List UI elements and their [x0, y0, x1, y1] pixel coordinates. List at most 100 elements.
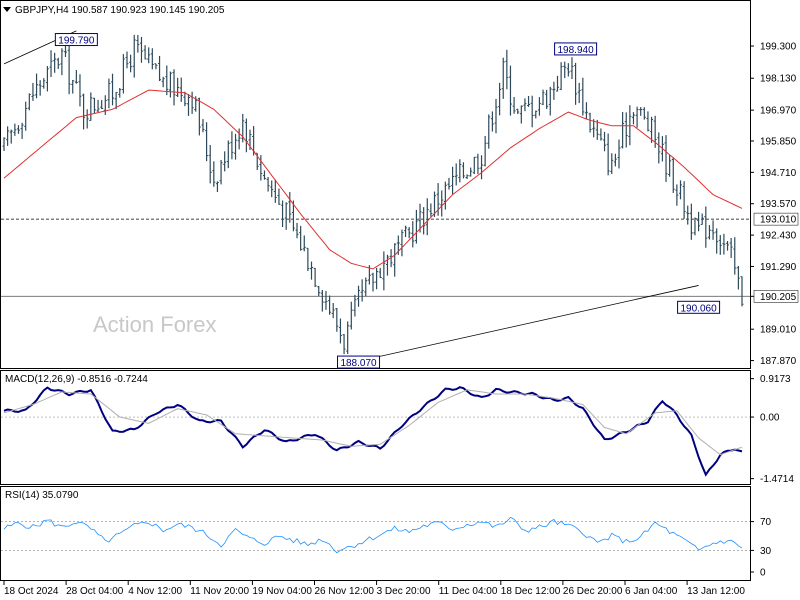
price-bar	[476, 153, 480, 174]
price-bar	[501, 57, 505, 99]
price-bar	[291, 200, 295, 232]
price-bar	[454, 163, 458, 186]
price-bar	[223, 151, 227, 172]
price-annotation-label: 188.070	[340, 358, 377, 369]
rsi-header-label: RSI(14) 35.0790	[5, 490, 79, 501]
price-bar	[16, 125, 20, 134]
price-bar	[338, 318, 342, 344]
price-bar	[610, 153, 614, 175]
price-bar	[483, 136, 487, 167]
rsi-y-tick-label: 30	[760, 546, 772, 557]
price-bar	[422, 207, 426, 235]
price-bar	[733, 237, 737, 275]
price-bar	[545, 89, 549, 110]
price-bar	[234, 133, 238, 160]
price-bar	[675, 184, 679, 206]
price-bar	[566, 63, 570, 77]
price-bar	[277, 188, 281, 205]
watermark: Action Forex	[93, 312, 217, 337]
trendline	[358, 285, 699, 362]
price-bar	[537, 97, 541, 116]
price-annotation-label: 198.940	[558, 45, 595, 56]
price-bar	[121, 54, 125, 94]
price-bar	[404, 225, 408, 238]
price-bar	[606, 133, 610, 176]
price-bar	[230, 131, 234, 160]
macd-y-tick-label: -1.4714	[760, 474, 794, 485]
price-bar	[595, 119, 599, 140]
price-bar	[172, 69, 176, 106]
price-bar	[96, 99, 100, 112]
macd-header-label: MACD(12,26,9) -0.8516 -0.7244	[5, 374, 148, 385]
price-annotation-box	[337, 355, 381, 369]
price-bar	[82, 93, 86, 130]
macd-y-tick-label: 0.9173	[760, 374, 791, 385]
price-bar	[599, 128, 603, 141]
price-bar	[736, 266, 740, 290]
price-bar	[378, 267, 382, 279]
current-price-box	[753, 290, 799, 303]
price-bar	[592, 119, 596, 138]
price-bar	[715, 228, 719, 254]
price-bar	[212, 161, 216, 187]
price-bar	[639, 107, 643, 116]
price-bar	[360, 279, 364, 302]
price-bar	[472, 156, 476, 175]
collapse-triangle-icon[interactable]	[3, 7, 11, 12]
price-bar	[570, 57, 574, 80]
price-bar	[27, 93, 31, 111]
price-bar	[375, 267, 379, 290]
price-bar	[331, 302, 335, 319]
price-bar	[215, 181, 219, 193]
price-bar	[281, 200, 285, 228]
price-bar	[519, 105, 523, 124]
x-tick-label: 11 Dec 04:00	[439, 586, 498, 597]
y-tick-label: 198.130	[760, 74, 797, 85]
price-annotation: 198.940	[554, 42, 598, 56]
price-bar	[650, 116, 654, 143]
price-bar	[512, 96, 516, 114]
price-bar	[20, 122, 24, 139]
price-bar	[320, 289, 324, 312]
price-annotation: 188.070	[337, 355, 381, 369]
price-bar	[150, 48, 154, 70]
price-bar	[103, 95, 107, 115]
price-bar	[516, 108, 520, 115]
price-bar	[559, 62, 563, 91]
price-bar	[624, 112, 628, 148]
x-tick-label: 6 Jan 04:00	[625, 586, 678, 597]
price-bar	[270, 180, 274, 198]
price-bar	[508, 65, 512, 116]
macd-y-tick-label: 0.00	[760, 413, 780, 424]
x-tick-label: 28 Oct 04:00	[66, 586, 124, 597]
price-bar	[89, 92, 93, 122]
rsi-layer	[1, 516, 750, 554]
price-bar	[693, 217, 697, 236]
price-bar	[49, 50, 53, 78]
price-bar	[107, 78, 111, 109]
price-bar	[689, 203, 693, 240]
x-tick-label: 11 Nov 20:00	[190, 586, 249, 597]
rsi-line	[3, 516, 743, 554]
price-bar	[60, 48, 64, 76]
price-bar	[179, 77, 183, 102]
price-bar	[498, 82, 502, 116]
price-bar	[357, 285, 361, 307]
y-tick-label: 192.430	[760, 231, 797, 242]
price-bar	[686, 205, 690, 225]
price-bar	[183, 91, 187, 107]
price-bar	[621, 112, 625, 149]
price-bar	[556, 75, 559, 92]
price-annotation: 199.790	[54, 33, 98, 47]
price-bar	[273, 179, 277, 203]
price-bar	[205, 122, 209, 162]
price-bar	[13, 123, 17, 136]
price-bar	[385, 254, 389, 276]
main-header-label: GBPJPY,H4 190.587 190.923 190.145 190.20…	[15, 5, 225, 16]
x-tick-label: 26 Nov 12:00	[315, 586, 375, 597]
price-bar	[310, 261, 313, 280]
price-bar	[158, 55, 162, 82]
rsi-y-tick-label: 0	[760, 568, 766, 579]
price-bar	[118, 88, 122, 98]
x-tick-label: 4 Nov 12:00	[128, 586, 182, 597]
